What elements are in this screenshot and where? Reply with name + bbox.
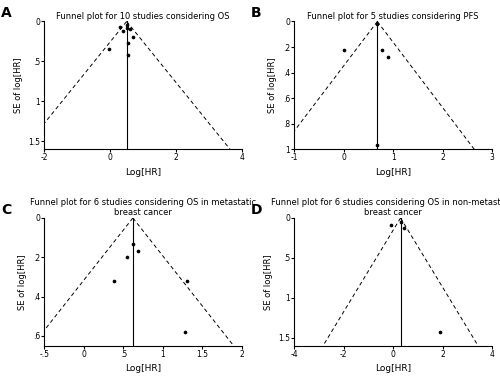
X-axis label: Log[HR]: Log[HR]	[375, 365, 411, 373]
Point	[386, 222, 394, 228]
Point	[120, 28, 128, 34]
Text: D: D	[251, 203, 262, 217]
Text: A: A	[1, 6, 11, 20]
Y-axis label: SE of log[HR]: SE of log[HR]	[18, 254, 28, 310]
Point	[374, 143, 382, 149]
Point	[124, 52, 132, 58]
Point	[104, 46, 112, 52]
X-axis label: Log[HR]: Log[HR]	[125, 365, 161, 373]
Y-axis label: SE of log[HR]: SE of log[HR]	[268, 58, 278, 113]
Point	[436, 329, 444, 335]
Point	[122, 25, 130, 31]
Y-axis label: SE of log[HR]: SE of log[HR]	[264, 254, 272, 310]
Point	[134, 248, 141, 254]
Point	[110, 278, 118, 284]
X-axis label: Log[HR]: Log[HR]	[375, 168, 411, 177]
Title: Funnel plot for 6 studies considering OS in metastatic
breast cancer: Funnel plot for 6 studies considering OS…	[30, 198, 256, 217]
Point	[374, 21, 382, 27]
Point	[122, 22, 130, 28]
Text: C: C	[1, 203, 11, 217]
Point	[126, 27, 134, 33]
Y-axis label: SE of log[HR]: SE of log[HR]	[14, 58, 22, 113]
Title: Funnel plot for 5 studies considering PFS: Funnel plot for 5 studies considering PF…	[308, 12, 479, 21]
Point	[400, 224, 408, 230]
Title: Funnel plot for 6 studies considering OS in non-metastatic
breast cancer: Funnel plot for 6 studies considering OS…	[270, 198, 500, 217]
Point	[116, 24, 124, 30]
Point	[396, 219, 404, 225]
Point	[182, 278, 190, 284]
Point	[124, 254, 132, 260]
Title: Funnel plot for 10 studies considering OS: Funnel plot for 10 studies considering O…	[56, 12, 230, 21]
Point	[378, 47, 386, 53]
Text: B: B	[251, 6, 262, 20]
Point	[169, 148, 177, 154]
Point	[384, 54, 392, 60]
Point	[124, 40, 132, 46]
Point	[130, 34, 138, 41]
X-axis label: Log[HR]: Log[HR]	[125, 168, 161, 177]
Point	[181, 329, 189, 335]
Point	[129, 241, 137, 247]
Point	[340, 47, 347, 53]
